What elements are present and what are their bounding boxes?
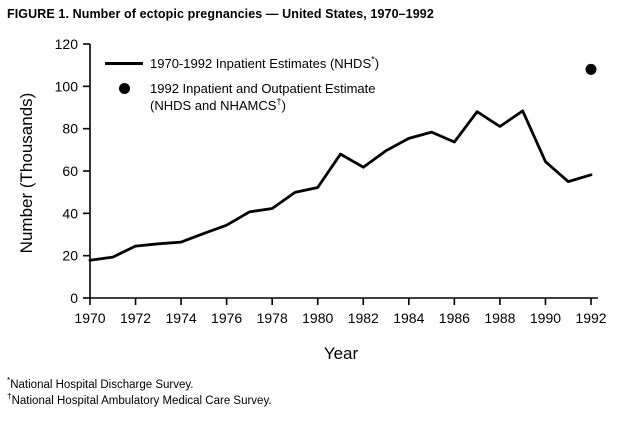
chart-legend: 1970-1992 Inpatient Estimates (NHDS*) 19… (101, 55, 379, 114)
y-tick-label: 20 (62, 248, 78, 264)
legend-marker-cell (101, 80, 147, 97)
legend-text-part: (NHDS and NHAMCS (150, 98, 277, 113)
x-tick-label: 1984 (393, 310, 424, 326)
x-tick-label: 1974 (166, 310, 197, 326)
legend-text-part: ) (281, 98, 286, 113)
x-tick-label: 1976 (211, 310, 242, 326)
inpatient-estimates-line (88, 109, 593, 262)
y-tick-label: 80 (62, 121, 78, 137)
legend-item-inpatient-label: 1970-1992 Inpatient Estimates (NHDS*) (150, 55, 379, 72)
outpatient-estimate-point (585, 63, 597, 75)
legend-item-outpatient-label: 1992 Inpatient and Outpatient Estimate (N… (150, 80, 376, 114)
legend-text-part: 1992 Inpatient and Outpatient Estimate (150, 81, 376, 96)
legend-text-part: ) (374, 56, 380, 71)
x-tick-label: 1972 (120, 310, 151, 326)
legend-item-inpatient: 1970-1992 Inpatient Estimates (NHDS*) (101, 55, 379, 72)
y-tick-label: 40 (62, 205, 78, 221)
y-tick-label: 60 (62, 163, 78, 179)
asterisk-superscript: * (371, 54, 375, 65)
y-tick-label: 0 (70, 290, 78, 306)
footnote-nhamcs: †National Hospital Ambulatory Medical Ca… (7, 391, 272, 410)
legend-marker-cell (101, 55, 147, 72)
footnote-text: National Hospital Ambulatory Medical Car… (11, 394, 272, 407)
x-tick-label: 1978 (257, 310, 288, 326)
x-tick-label: 1980 (302, 310, 333, 326)
x-tick-label: 1970 (74, 310, 105, 326)
y-tick-label: 120 (55, 36, 79, 52)
y-axis-label: Number (Thousands) (17, 92, 36, 254)
dagger-superscript: † (276, 96, 282, 107)
x-tick-label: 1988 (484, 310, 515, 326)
legend-item-outpatient: 1992 Inpatient and Outpatient Estimate (N… (101, 80, 379, 114)
x-tick-label: 1982 (348, 310, 379, 326)
legend-text-part: 1970-1992 Inpatient Estimates (NHDS (150, 56, 372, 71)
figure-title: FIGURE 1. Number of ectopic pregnancies … (7, 7, 434, 21)
line-sample-icon (105, 62, 143, 65)
footnote-nhds: *National Hospital Discharge Survey. (7, 376, 272, 394)
dot-sample-icon (118, 83, 130, 94)
y-tick-label: 100 (55, 78, 79, 94)
x-tick-label: 1986 (439, 310, 470, 326)
x-tick-label: 1990 (530, 310, 561, 326)
footnote-text: National Hospital Discharge Survey. (10, 379, 194, 391)
x-axis-label: Year (323, 344, 359, 363)
dagger-superscript: † (7, 391, 12, 401)
footnotes: *National Hospital Discharge Survey. †Na… (7, 376, 272, 410)
asterisk-superscript: * (7, 376, 11, 386)
x-tick-label: 1992 (575, 310, 606, 326)
